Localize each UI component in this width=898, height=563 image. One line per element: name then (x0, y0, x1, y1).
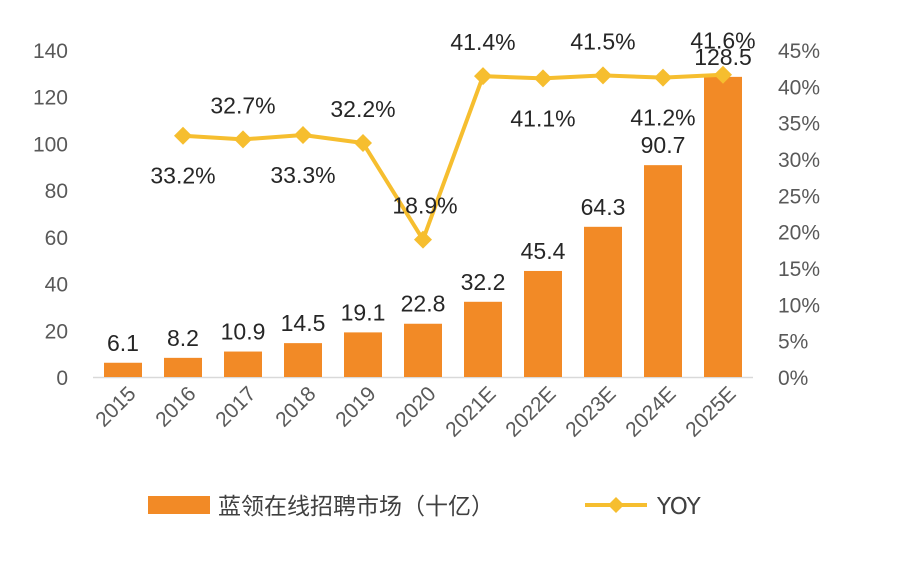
bar (104, 362, 142, 377)
yoy-data-label: 32.2% (330, 96, 395, 122)
left-tick-label: 60 (45, 227, 68, 250)
right-tick-label: 25% (778, 185, 820, 208)
right-axis-ticks: 0% 5% 10% 15% 20% 25% 30% 35% 40% 45% (778, 40, 820, 390)
left-tick-label: 140 (33, 40, 68, 63)
legend-bar-swatch (148, 496, 210, 514)
bar-data-label: 19.1 (341, 299, 386, 325)
bar (584, 226, 622, 377)
bar-data-label: 8.2 (167, 325, 199, 351)
yoy-data-label: 33.2% (150, 163, 215, 189)
yoy-marker (174, 126, 192, 145)
x-tick-label: 2021E (441, 382, 500, 441)
yoy-data-label: 33.3% (270, 162, 335, 188)
left-tick-label: 120 (33, 87, 68, 110)
yoy-data-label: 41.4% (450, 29, 515, 55)
legend-line-marker (608, 497, 624, 513)
right-tick-label: 0% (778, 367, 808, 390)
left-tick-label: 40 (45, 274, 68, 297)
right-tick-label: 10% (778, 294, 820, 317)
bar (344, 332, 382, 377)
bar (164, 357, 202, 377)
bar-data-label: 14.5 (281, 310, 326, 336)
bar-series (104, 76, 742, 377)
left-tick-label: 80 (45, 180, 68, 203)
x-tick-label: 2017 (211, 382, 260, 431)
x-tick-label: 2018 (271, 382, 320, 431)
yoy-data-labels: 33.2% 32.7% 33.3% 32.2% 18.9% 41.4% 41.1% 41.5%… (150, 28, 755, 219)
x-tick-label: 2015 (91, 382, 140, 431)
x-tick-label: 2019 (331, 382, 380, 431)
x-tick-label: 2024E (621, 382, 680, 441)
bar (524, 270, 562, 377)
x-tick-label: 2023E (561, 382, 620, 441)
right-tick-label: 30% (778, 149, 820, 172)
yoy-marker (594, 66, 612, 85)
bar (464, 301, 502, 377)
x-tick-label: 2025E (681, 382, 740, 441)
x-tick-label: 2016 (151, 382, 200, 431)
left-axis-ticks: 0 20 40 60 80 100 120 140 (33, 40, 68, 390)
yoy-marker (414, 230, 432, 249)
yoy-marker (654, 68, 672, 87)
x-tick-label: 2020 (391, 382, 440, 431)
bar-data-label: 128.5 (694, 44, 752, 70)
yoy-marker (294, 126, 312, 145)
left-tick-label: 0 (56, 367, 68, 390)
right-tick-label: 20% (778, 222, 820, 245)
bar-data-label: 22.8 (401, 291, 446, 317)
bar-data-label: 64.3 (581, 194, 626, 220)
yoy-marker (354, 134, 372, 153)
right-tick-label: 15% (778, 258, 820, 281)
legend: 蓝领在线招聘市场（十亿） YOY (148, 494, 702, 520)
right-tick-label: 5% (778, 331, 808, 354)
left-tick-label: 100 (33, 133, 68, 156)
bar-data-label: 45.4 (521, 238, 566, 264)
right-tick-label: 40% (778, 76, 820, 99)
bar (644, 165, 682, 377)
right-tick-label: 35% (778, 113, 820, 136)
yoy-data-label: 41.1% (510, 105, 575, 131)
x-axis-ticks: 2015 2016 2017 2018 2019 2020 2021E 2022E 2023E 2… (91, 382, 740, 441)
yoy-marker (234, 130, 252, 149)
yoy-line-series (174, 65, 732, 249)
left-tick-label: 20 (45, 320, 68, 343)
right-tick-label: 45% (778, 40, 820, 63)
bar-data-label: 32.2 (461, 269, 506, 295)
bar (224, 351, 262, 377)
yoy-data-label: 41.5% (570, 28, 635, 54)
yoy-marker (474, 67, 492, 86)
yoy-data-label: 41.6% (690, 28, 755, 54)
bar-data-labels: 6.1 8.2 10.9 14.5 19.1 22.8 32.2 45.4 64.3 90.7 12… (107, 44, 752, 356)
bar-data-label: 90.7 (641, 132, 686, 158)
yoy-marker (714, 65, 732, 84)
yoy-line (182, 72, 724, 242)
legend-line-label: YOY (656, 494, 702, 520)
yoy-marker (534, 69, 552, 88)
yoy-data-label: 18.9% (392, 193, 457, 219)
bar (284, 343, 322, 377)
yoy-data-label: 32.7% (210, 92, 275, 118)
bar (704, 76, 742, 377)
bar-data-label: 10.9 (221, 319, 266, 345)
bar (404, 323, 442, 377)
bar-data-label: 6.1 (107, 330, 139, 356)
x-tick-label: 2022E (501, 382, 560, 441)
yoy-data-label: 41.2% (630, 105, 695, 131)
legend-bar-label: 蓝领在线招聘市场（十亿） (218, 494, 494, 520)
